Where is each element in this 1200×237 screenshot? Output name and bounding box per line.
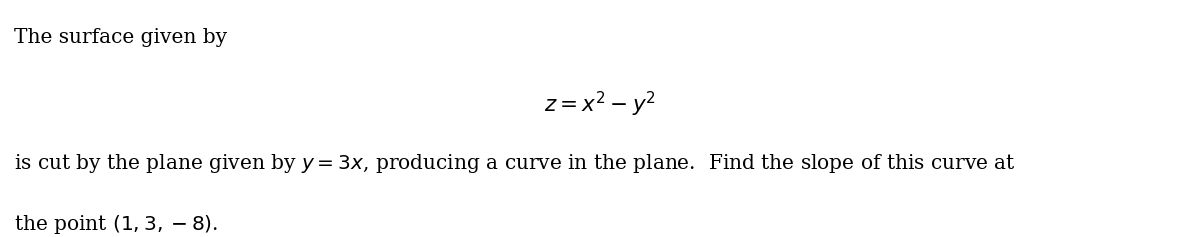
Text: $z = x^2 - y^2$: $z = x^2 - y^2$ <box>544 90 656 119</box>
Text: The surface given by: The surface given by <box>14 28 228 47</box>
Text: is cut by the plane given by $y = 3x$, producing a curve in the plane.  Find the: is cut by the plane given by $y = 3x$, p… <box>14 152 1016 175</box>
Text: the point $(1, 3, -8)$.: the point $(1, 3, -8)$. <box>14 213 218 236</box>
